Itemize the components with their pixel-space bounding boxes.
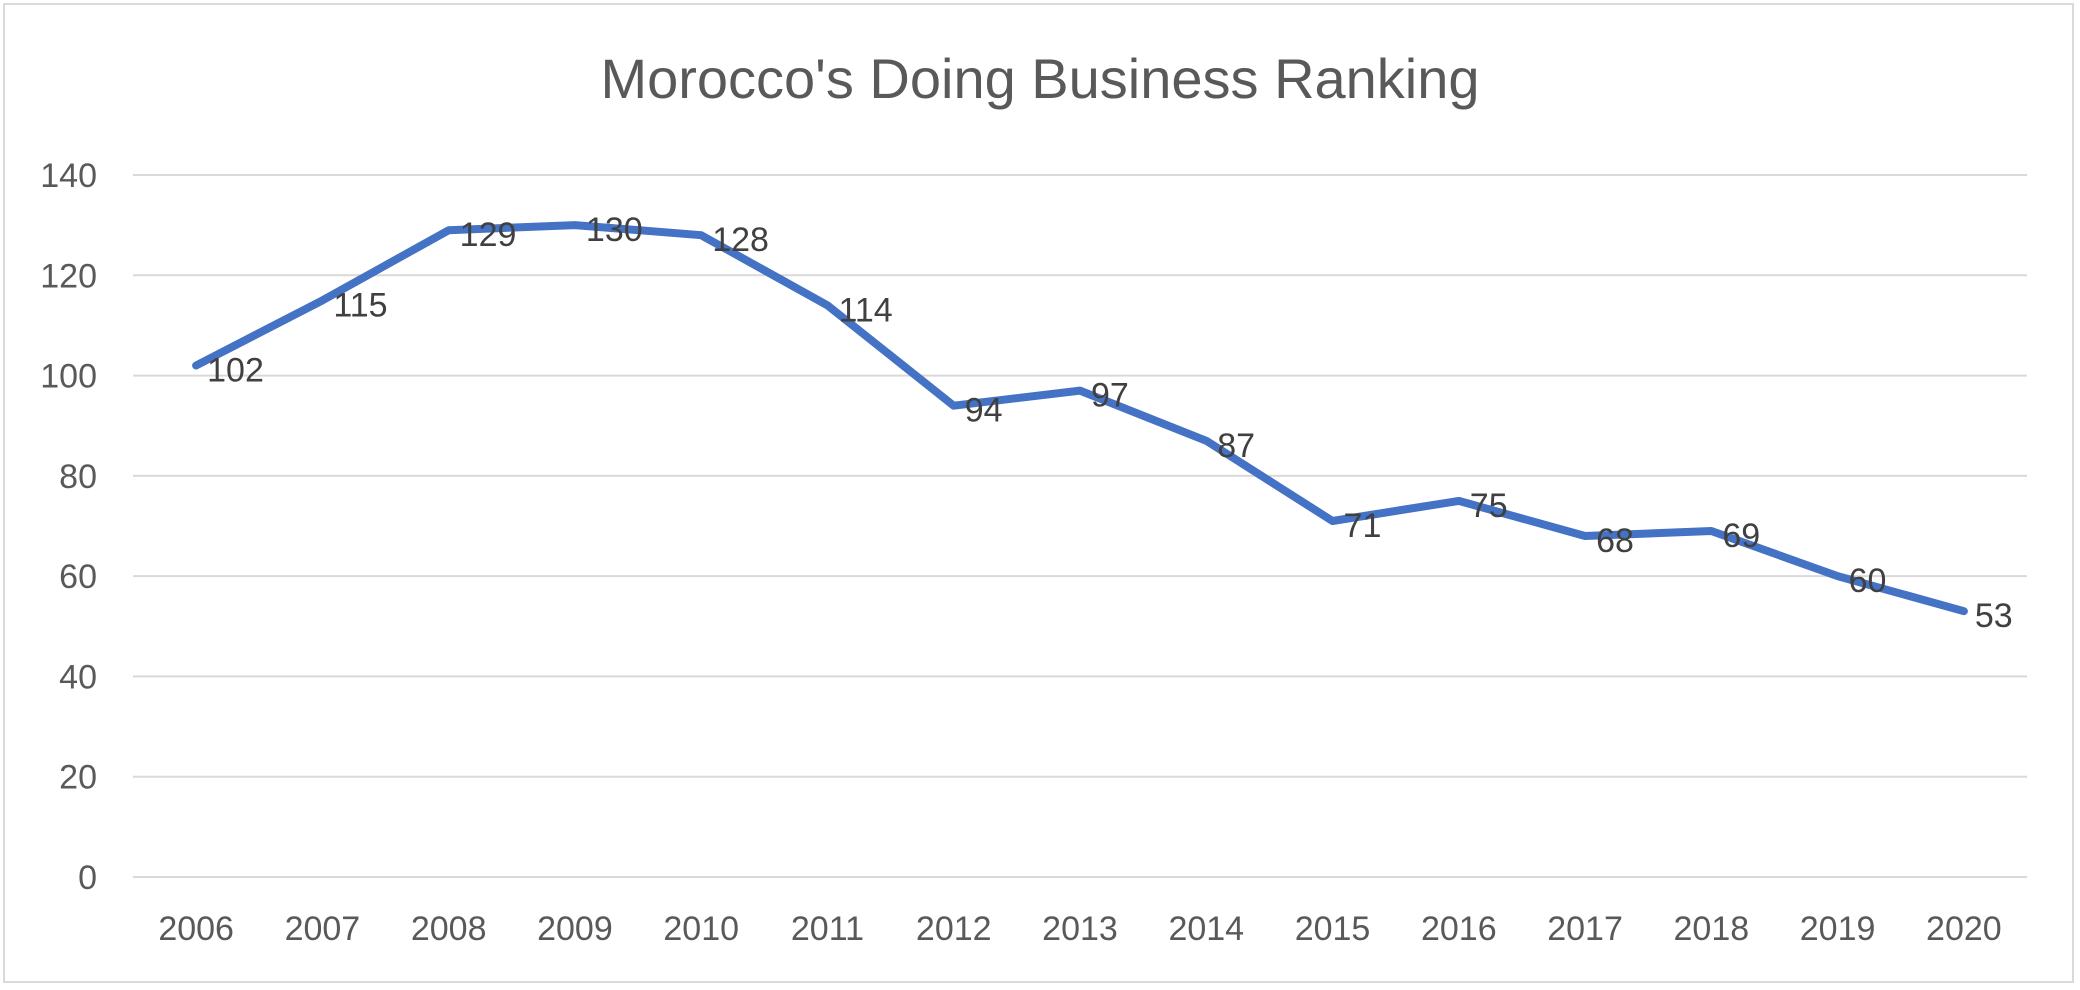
- series-lines: [192, 221, 1968, 616]
- x-tick-label: 2011: [791, 910, 864, 948]
- data-label: 130: [586, 211, 643, 249]
- x-tick-label: 2012: [916, 910, 992, 948]
- y-axis-tick-labels: 0 20 40 60 80 100 120 140: [40, 157, 97, 897]
- data-label: 114: [838, 291, 892, 329]
- data-label: 60: [1849, 562, 1887, 600]
- x-tick-label: 2013: [1042, 910, 1118, 948]
- data-label: 115: [333, 286, 387, 324]
- data-label: 128: [712, 221, 769, 259]
- y-tick-label: 40: [59, 658, 97, 696]
- y-tick-label: 100: [40, 358, 97, 396]
- y-tick-label: 140: [40, 157, 97, 195]
- data-label: 129: [460, 216, 517, 254]
- data-label: 97: [1091, 377, 1129, 415]
- y-tick-label: 20: [59, 759, 97, 797]
- x-tick-label: 2018: [1674, 910, 1750, 948]
- x-tick-label: 2009: [537, 910, 613, 948]
- x-tick-label: 2020: [1926, 910, 2002, 948]
- x-tick-label: 2007: [285, 910, 361, 948]
- chart-frame: [3, 3, 2074, 983]
- chart-title: Morocco's Doing Business Ranking: [600, 47, 1479, 110]
- data-label: 69: [1722, 517, 1760, 555]
- y-tick-label: 0: [78, 859, 97, 897]
- y-tick-label: 80: [59, 458, 97, 496]
- data-label: 102: [207, 352, 264, 390]
- x-tick-label: 2010: [663, 910, 739, 948]
- x-axis-tick-labels: 2006 2007 2008 2009 2010 2011 2012 2013 2014 2015…: [158, 910, 2001, 948]
- y-tick-label: 120: [40, 257, 97, 295]
- data-label: 87: [1217, 427, 1255, 465]
- y-tick-label: 60: [59, 558, 97, 596]
- x-tick-label: 2008: [411, 910, 487, 948]
- gridlines: [133, 174, 2027, 878]
- x-tick-label: 2019: [1800, 910, 1876, 948]
- data-label: 71: [1344, 507, 1382, 545]
- data-label: 94: [965, 392, 1003, 430]
- series-line-0: [192, 221, 1968, 616]
- data-label: 75: [1470, 487, 1508, 525]
- data-label: 68: [1596, 522, 1634, 560]
- data-labels: 102 115 129 130 128 114 94 97 87 71 75 68 69 60 53: [207, 211, 2013, 635]
- x-tick-label: 2016: [1421, 910, 1497, 948]
- x-tick-label: 2014: [1168, 910, 1244, 948]
- data-label: 53: [1975, 597, 2013, 635]
- x-tick-label: 2006: [158, 910, 234, 948]
- x-tick-label: 2015: [1295, 910, 1371, 948]
- x-tick-label: 2017: [1547, 910, 1623, 948]
